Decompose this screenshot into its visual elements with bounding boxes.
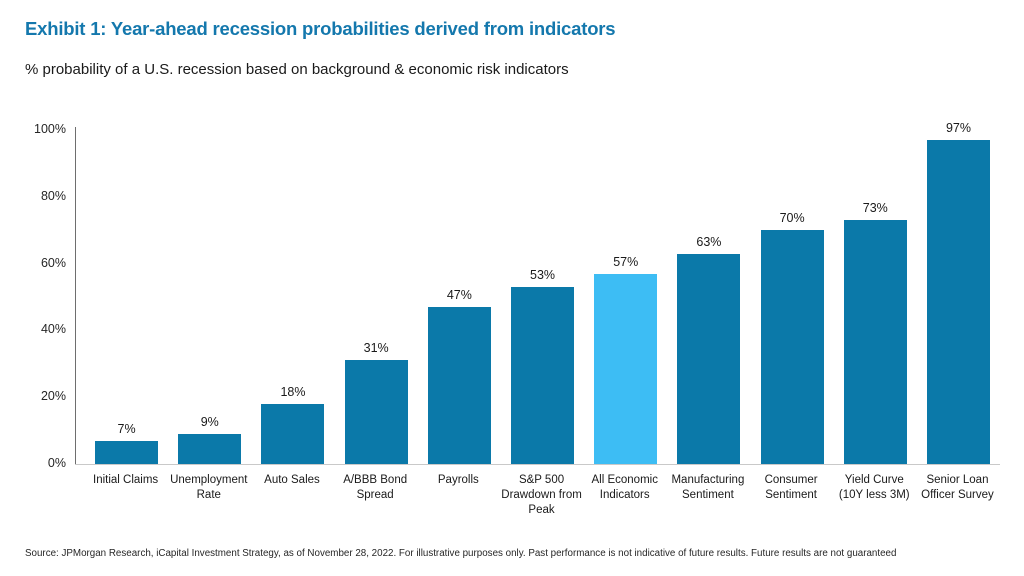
- bar: [926, 140, 990, 464]
- bar: [677, 253, 741, 464]
- bar-value-label: 47%: [446, 288, 472, 303]
- bar: [344, 360, 408, 464]
- bar-column: 73%: [834, 201, 917, 464]
- y-axis-tick-label: 20%: [40, 389, 66, 404]
- bar-column: 7%: [85, 422, 168, 464]
- bar-column: 57%: [584, 255, 667, 464]
- bar-column: 70%: [751, 211, 834, 464]
- bar-column: 31%: [335, 341, 418, 464]
- bar-value-label: 18%: [280, 384, 306, 399]
- y-axis-labels: 0% 20% 40% 60% 80% 100%: [0, 122, 66, 470]
- bar-category-label: Auto Sales: [264, 474, 320, 486]
- y-axis-tick-label: 100%: [34, 122, 66, 136]
- bar-category-label: Payrolls: [437, 474, 479, 486]
- bar-value-label: 70%: [779, 211, 805, 226]
- bar: [178, 433, 242, 464]
- bar: [511, 286, 575, 464]
- source-note: Source: JPMorgan Research, iCapital Inve…: [25, 548, 897, 559]
- bar: [261, 403, 325, 464]
- y-axis-tick-label: 40%: [40, 322, 66, 337]
- bar-value-label: 97%: [945, 121, 971, 136]
- bar-column: 63%: [667, 235, 750, 464]
- bar-column: 18%: [251, 385, 334, 464]
- plot-area: 7% 9% 18% 31% 47% 53% 57% 63% 70% 73% 97%: [74, 121, 1000, 465]
- bar-value-label: 57%: [613, 254, 639, 269]
- bar-category-label: All Economic Indicators: [591, 474, 658, 502]
- bar: [427, 307, 491, 464]
- bar-category-label: Unemployment Rate: [170, 474, 248, 502]
- bar-column: 47%: [418, 288, 501, 464]
- bar-category-label: Initial Claims: [93, 474, 159, 486]
- bar: [843, 220, 907, 464]
- bar-highlighted: [594, 273, 658, 464]
- bar-value-label: 31%: [363, 341, 389, 356]
- bar-value-label: 63%: [696, 234, 722, 249]
- bar-category-label: S&P 500 Drawdown from Peak: [501, 474, 582, 517]
- bar-column: 9%: [168, 415, 251, 464]
- bar-category-label: Consumer Sentiment: [764, 474, 818, 502]
- bar-category-label: Senior Loan Officer Survey: [921, 474, 994, 502]
- bar-column: 97%: [917, 121, 1000, 464]
- x-axis-baseline: [74, 463, 1000, 465]
- plot-bars: 7% 9% 18% 31% 47% 53% 57% 63% 70% 73% 97%: [76, 121, 1000, 464]
- bar-column: 53%: [501, 268, 584, 464]
- bar: [760, 230, 824, 464]
- bar-category-label: Yield Curve (10Y less 3M): [838, 474, 910, 502]
- exhibit-title: Exhibit 1: Year-ahead recession probabil…: [25, 18, 616, 39]
- y-axis-tick-label: 0%: [47, 456, 66, 470]
- y-axis-tick-label: 80%: [40, 188, 66, 203]
- bar-category-label: A/BBB Bond Spread: [343, 474, 408, 502]
- chart-subtitle: % probability of a U.S. recession based …: [25, 61, 569, 78]
- bar-value-label: 73%: [862, 201, 888, 216]
- y-axis-tick-label: 60%: [40, 255, 66, 270]
- bar-value-label: 7%: [117, 421, 136, 436]
- bar-category-label: Manufacturing Sentiment: [671, 474, 745, 502]
- bar-value-label: 53%: [530, 267, 556, 282]
- category-labels: Initial Claims Unemployment Rate Auto Sale…: [84, 473, 1000, 519]
- bar-value-label: 9%: [200, 414, 219, 429]
- bar: [95, 440, 159, 464]
